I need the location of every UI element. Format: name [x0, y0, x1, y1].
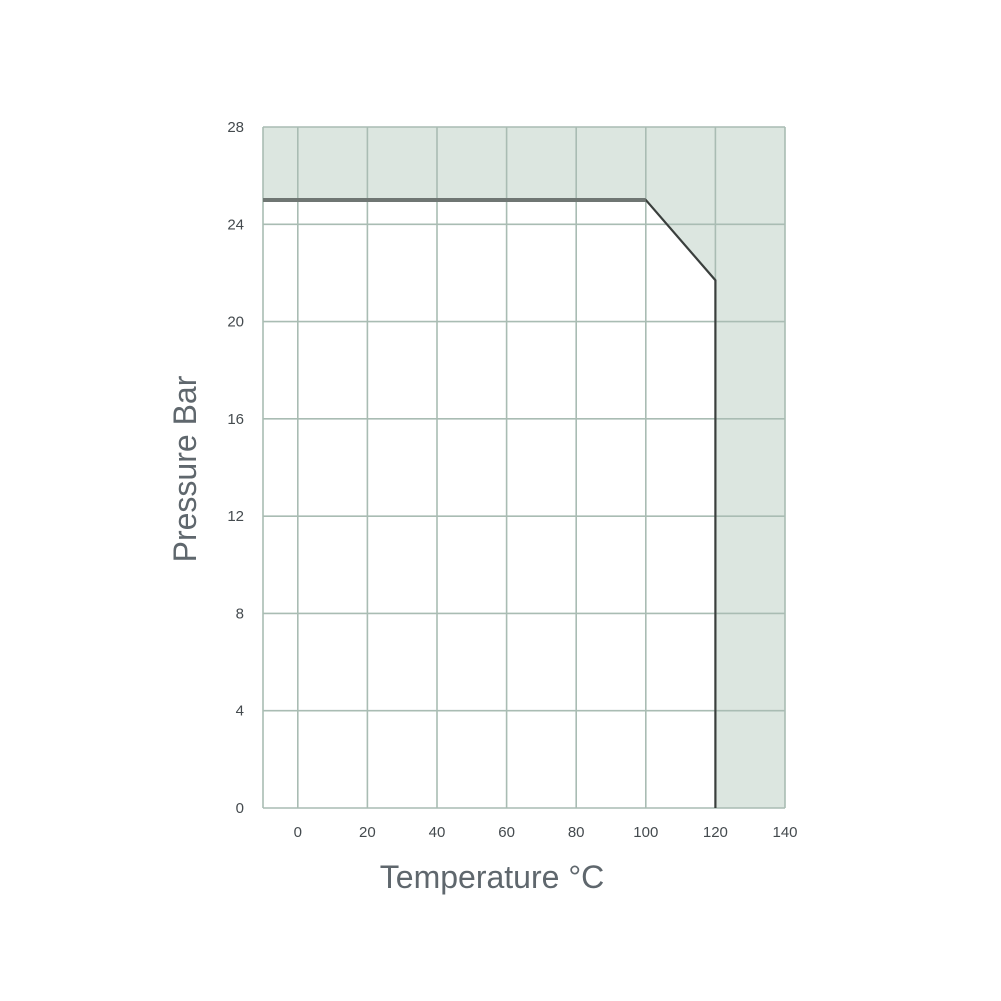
limit-curve [263, 197, 717, 808]
x-tick-label: 140 [772, 824, 797, 841]
y-tick-label: 12 [227, 508, 244, 525]
safe-region [263, 199, 716, 808]
x-tick-label: 80 [568, 824, 585, 841]
y-tick-label: 28 [227, 119, 244, 136]
plot-background [263, 127, 785, 808]
y-tick-label: 16 [227, 411, 244, 428]
y-tick-labels: 0 4 8 12 16 20 24 28 [227, 119, 244, 817]
x-tick-label: 120 [703, 824, 728, 841]
x-tick-label: 60 [498, 824, 515, 841]
x-tick-label: 0 [294, 824, 302, 841]
y-tick-label: 20 [227, 314, 244, 331]
x-tick-labels: 0 20 40 60 80 100 120 140 [294, 824, 798, 841]
y-tick-label: 8 [236, 605, 244, 622]
y-tick-label: 0 [236, 800, 244, 817]
x-axis-title: Temperature °C [380, 859, 604, 895]
grid-lines [262, 126, 786, 809]
x-tick-label: 20 [359, 824, 376, 841]
x-tick-label: 100 [633, 824, 658, 841]
x-tick-label: 40 [429, 824, 446, 841]
y-axis-title: Pressure Bar [167, 375, 203, 562]
y-tick-label: 4 [236, 703, 244, 720]
y-tick-label: 24 [227, 216, 244, 233]
